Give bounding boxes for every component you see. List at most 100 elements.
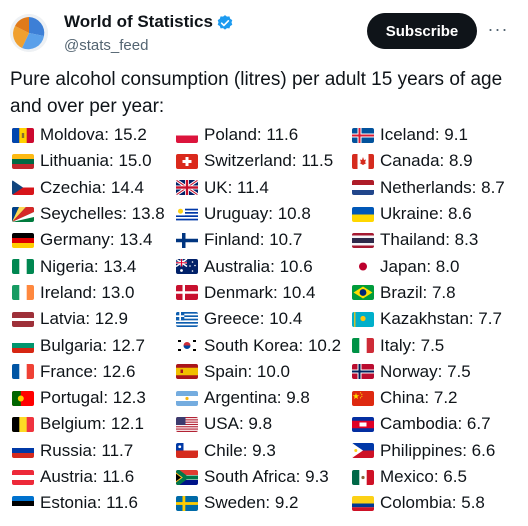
tweet-header: World of Statistics @stats_feed Subscrib… (0, 0, 528, 62)
iceland-flag-icon (352, 127, 374, 143)
list-item: Moldova: 15.2 (12, 122, 174, 148)
country-value-label: France: 12.6 (40, 361, 136, 381)
list-item: Netherlands: 8.7 (352, 175, 528, 201)
list-item: Ukraine: 8.6 (352, 201, 528, 227)
list-item: Uruguay: 10.8 (176, 201, 348, 227)
list-item: Belgium: 12.1 (12, 411, 174, 437)
list-item: Portugal: 12.3 (12, 385, 174, 411)
list-item: Mexico: 6.5 (352, 464, 528, 490)
country-value-label: South Africa: 9.3 (204, 467, 329, 486)
country-value-label: Thailand: 8.3 (380, 230, 479, 250)
list-item: USA: 9.8 (176, 411, 348, 437)
thailand-flag-icon (352, 232, 374, 248)
france-flag-icon (12, 364, 34, 380)
list-item: Austria: 11.6 (12, 464, 174, 490)
country-value-label: Cambodia: 6.7 (380, 414, 491, 434)
country-value-label: Greece: 10.4 (204, 309, 303, 329)
list-item: Bulgaria: 12.7 (12, 332, 174, 358)
ireland-flag-icon (12, 285, 34, 301)
more-options-icon[interactable]: ··· (487, 19, 509, 39)
list-item: Philippines: 6.6 (352, 438, 528, 464)
list-item: Brazil: 7.8 (352, 280, 528, 306)
country-value-label: Ireland: 13.0 (40, 282, 135, 302)
list-item: Greece: 10.4 (176, 306, 348, 332)
list-item: Australia: 10.6 (176, 253, 348, 279)
list-item: China: 7.2 (352, 385, 528, 411)
colombia-flag-icon (352, 495, 374, 511)
south-africa-flag-icon (176, 469, 198, 485)
country-value-label: Australia: 10.6 (204, 256, 313, 276)
country-value-label: Germany: 13.4 (40, 230, 153, 250)
country-value-label: Czechia: 14.4 (40, 177, 144, 197)
list-item: Czechia: 14.4 (12, 175, 174, 201)
country-value-label: South Korea: 10.2 (204, 335, 342, 355)
country-value-label: Canada: 8.9 (380, 151, 473, 171)
list-item: Spain: 10.0 (176, 359, 348, 385)
country-value-label: Bulgaria: 12.7 (40, 335, 145, 355)
country-column-3: Iceland: 9.1 Canada: 8.9 Netherlands: 8.7 U… (352, 122, 528, 516)
list-item: Kazakhstan: 7.7 (352, 306, 528, 332)
brazil-flag-icon (352, 285, 374, 301)
russia-flag-icon (12, 443, 34, 459)
uruguay-flag-icon (176, 206, 198, 222)
list-item: Poland: 11.6 (176, 122, 348, 148)
list-item: Thailand: 8.3 (352, 227, 528, 253)
avatar[interactable] (10, 14, 48, 52)
list-item: Italy: 7.5 (352, 332, 528, 358)
country-value-label: Latvia: 12.9 (40, 309, 128, 329)
moldova-flag-icon (12, 127, 34, 143)
list-item: South Korea: 10.2 (176, 332, 348, 358)
list-item: South Africa: 9.3 (176, 464, 348, 490)
germany-flag-icon (12, 232, 34, 248)
subscribe-button[interactable]: Subscribe (367, 13, 477, 49)
list-item: France: 12.6 (12, 359, 174, 385)
country-value-label: Russia: 11.7 (40, 440, 134, 460)
country-value-label: Switzerland: 11.5 (204, 151, 334, 171)
country-value-label: USA: 9.8 (204, 414, 273, 434)
finland-flag-icon (176, 232, 198, 248)
portugal-flag-icon (12, 390, 34, 406)
mexico-flag-icon (352, 469, 374, 485)
austria-flag-icon (12, 469, 34, 485)
czechia-flag-icon (12, 180, 34, 196)
spain-flag-icon (176, 364, 198, 380)
list-item: Latvia: 12.9 (12, 306, 174, 332)
list-item: Norway: 7.5 (352, 359, 528, 385)
uk-flag-icon (176, 180, 198, 196)
list-item: Canada: 8.9 (352, 148, 528, 174)
list-item: UK: 11.4 (176, 175, 348, 201)
author-name[interactable]: World of Statistics (64, 12, 213, 31)
ukraine-flag-icon (352, 206, 374, 222)
country-value-label: Lithuania: 15.0 (40, 151, 152, 171)
country-value-label: Netherlands: 8.7 (380, 177, 505, 197)
country-value-label: Philippines: 6.6 (380, 440, 496, 460)
country-value-label: Moldova: 15.2 (40, 125, 147, 145)
country-value-label: Denmark: 10.4 (204, 282, 316, 302)
belgium-flag-icon (12, 416, 34, 432)
italy-flag-icon (352, 338, 374, 354)
country-column-1: Moldova: 15.2 Lithuania: 15.0 Czechia: 14.… (12, 122, 174, 516)
list-item: Lithuania: 15.0 (12, 148, 174, 174)
canada-flag-icon (352, 153, 374, 169)
author-handle[interactable]: @stats_feed (64, 37, 149, 54)
poland-flag-icon (176, 127, 198, 143)
lithuania-flag-icon (12, 153, 34, 169)
country-value-label: Kazakhstan: 7.7 (380, 309, 502, 329)
verified-badge-icon (217, 15, 233, 30)
country-value-label: Estonia: 11.6 (40, 493, 138, 513)
seychelles-flag-icon (12, 206, 34, 222)
country-value-label: Chile: 9.3 (204, 440, 276, 460)
country-value-label: Sweden: 9.2 (204, 493, 299, 513)
country-value-label: Belgium: 12.1 (40, 414, 144, 434)
country-value-label: Japan: 8.0 (380, 256, 460, 276)
country-value-label: China: 7.2 (380, 388, 458, 408)
norway-flag-icon (352, 364, 374, 380)
list-item: Sweden: 9.2 (176, 490, 348, 516)
tweet-text: Pure alcohol consumption (litres) per ad… (10, 69, 503, 117)
china-flag-icon (352, 390, 374, 406)
list-item: Iceland: 9.1 (352, 122, 528, 148)
chile-flag-icon (176, 443, 198, 459)
country-value-label: Colombia: 5.8 (380, 493, 485, 513)
latvia-flag-icon (12, 311, 34, 327)
argentina-flag-icon (176, 390, 198, 406)
